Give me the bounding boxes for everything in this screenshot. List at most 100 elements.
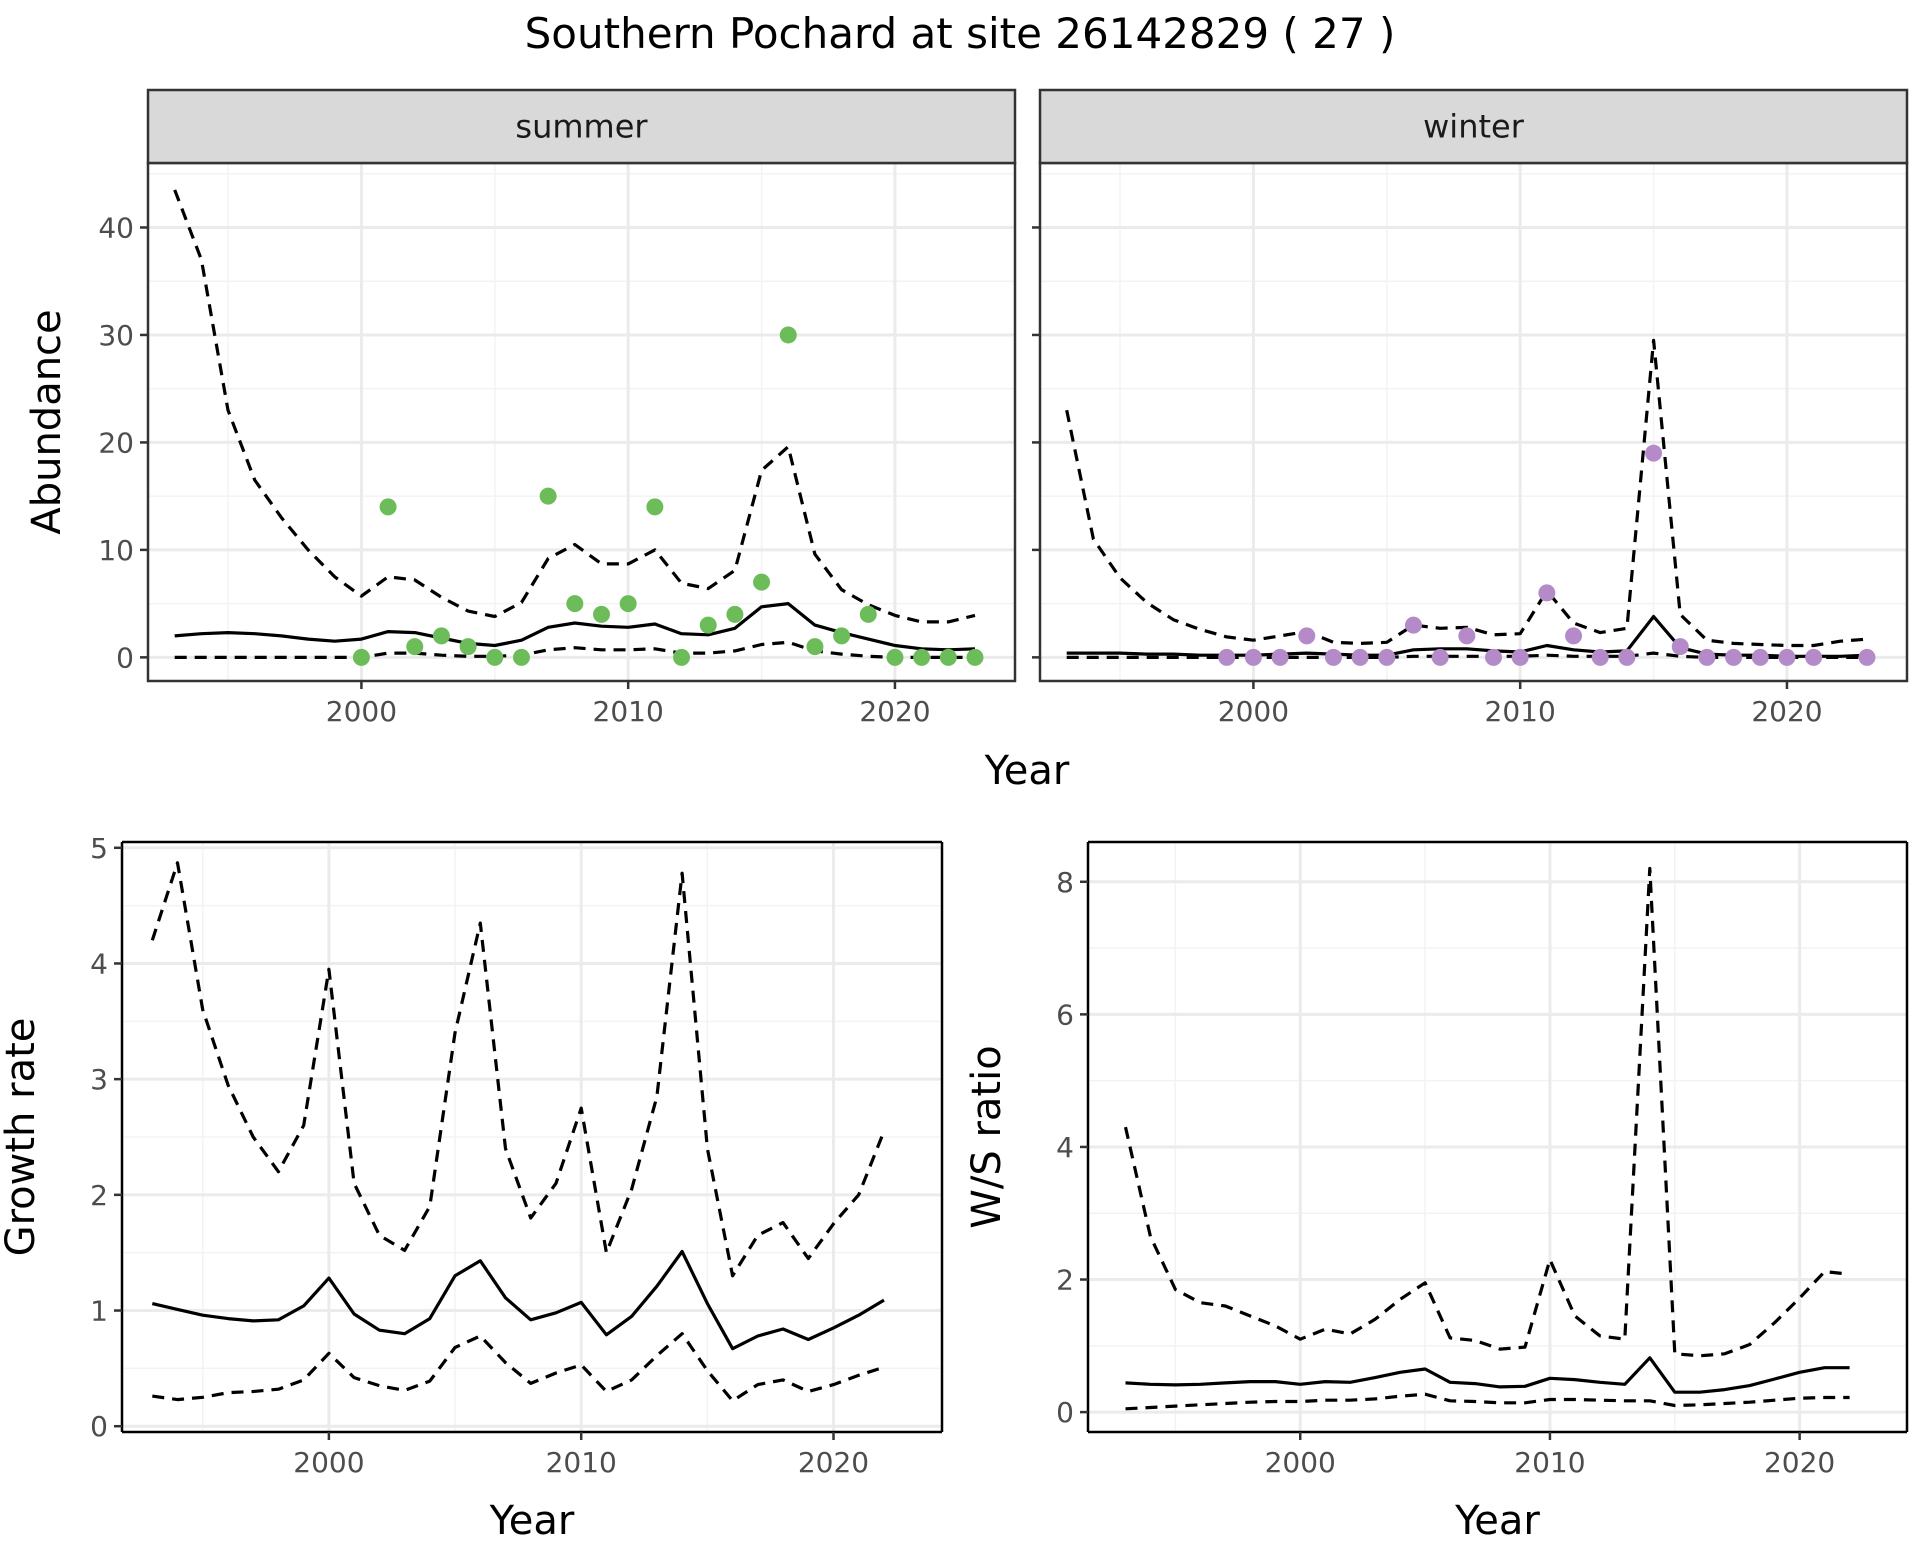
mean-line <box>151 1249 885 1351</box>
data-point <box>1511 648 1529 666</box>
data-point <box>1538 584 1556 602</box>
data-point <box>1565 627 1583 645</box>
data-point <box>619 595 637 613</box>
data-point <box>1698 648 1716 666</box>
y-tick-label: 0 <box>1056 1396 1074 1429</box>
data-point <box>1778 648 1796 666</box>
data-points <box>352 326 984 666</box>
y-axis-title: W/S ratio <box>964 1045 1010 1228</box>
facet-strip-label: summer <box>515 108 648 146</box>
x-axis-ticks: 2000 2010 2020 <box>326 681 931 728</box>
upper-ci-line <box>173 189 976 624</box>
panel-abundance-winter: winter 2000 2010 2020 <box>1032 88 1909 728</box>
x-axis-title: Year <box>1454 1498 1540 1544</box>
y-tick-label: 20 <box>98 426 134 459</box>
data-point <box>699 616 717 634</box>
data-point <box>1378 648 1396 666</box>
x-tick-label: 2020 <box>1751 695 1822 728</box>
data-point <box>1591 648 1609 666</box>
x-axis-title: Year <box>489 1498 575 1544</box>
data-point <box>1271 648 1289 666</box>
data-point <box>1858 648 1876 666</box>
data-point <box>726 605 744 623</box>
data-point <box>352 648 370 666</box>
major-gridlines <box>1088 842 1907 1432</box>
data-point <box>1351 648 1369 666</box>
y-tick-label: 0 <box>116 641 134 674</box>
facet-strip-label: winter <box>1423 108 1525 146</box>
mean-line <box>1125 1356 1850 1394</box>
y-axis-ticks: 0 10 20 30 40 <box>98 211 148 674</box>
y-tick-label: 8 <box>1056 866 1074 899</box>
data-point <box>1458 627 1476 645</box>
y-tick-label: 4 <box>90 947 108 980</box>
major-gridlines <box>122 842 942 1432</box>
data-point <box>539 487 557 505</box>
x-tick-label: 2010 <box>593 695 664 728</box>
upper-ci-line <box>150 861 886 1278</box>
x-tick-label: 2000 <box>1218 695 1289 728</box>
minor-gridlines <box>1088 842 1907 1432</box>
x-axis-ticks: 2000 2010 2020 <box>1218 681 1823 728</box>
lower-ci-line <box>1125 1392 1850 1411</box>
x-tick-label: 2020 <box>798 1446 869 1479</box>
y-axis-ticks: 0 1 2 3 4 5 <box>90 832 122 1443</box>
x-tick-label: 2010 <box>1514 1446 1585 1479</box>
data-point <box>1725 648 1743 666</box>
x-tick-label: 2010 <box>546 1446 617 1479</box>
data-point <box>459 638 477 656</box>
y-tick-label: 0 <box>90 1410 108 1443</box>
y-axis-ticks: 0 2 4 6 8 <box>1056 866 1088 1429</box>
lower-ci-line <box>152 1332 885 1403</box>
data-points <box>1218 444 1876 666</box>
data-point <box>406 638 424 656</box>
facet-strip <box>1038 88 1909 165</box>
data-point <box>486 648 504 666</box>
data-point <box>859 605 877 623</box>
data-point <box>1244 648 1262 666</box>
x-tick-label: 2020 <box>1764 1446 1835 1479</box>
data-point <box>1671 638 1689 656</box>
data-point <box>379 498 397 516</box>
y-axis-ticks <box>1032 226 1040 659</box>
y-tick-label: 3 <box>90 1063 108 1096</box>
x-tick-label: 2020 <box>859 695 930 728</box>
upper-ci-line <box>1123 866 1850 1358</box>
y-tick-label: 40 <box>98 211 134 244</box>
data-point <box>1618 648 1636 666</box>
y-axis-title: Abundance <box>24 309 70 534</box>
x-axis-ticks: 2000 2010 2020 <box>1265 1432 1835 1479</box>
data-point <box>779 326 797 344</box>
data-point <box>886 648 904 666</box>
panel-background <box>148 163 1015 681</box>
panel-background <box>1040 163 1907 681</box>
x-tick-label: 2000 <box>293 1446 364 1479</box>
data-point <box>1485 648 1503 666</box>
data-point <box>1751 648 1769 666</box>
data-point <box>673 648 691 666</box>
data-point <box>806 638 824 656</box>
data-point <box>1431 648 1449 666</box>
y-tick-label: 5 <box>90 832 108 865</box>
data-point <box>1645 444 1663 462</box>
y-tick-label: 2 <box>90 1179 108 1212</box>
data-point <box>966 648 984 666</box>
data-point <box>1404 616 1422 634</box>
data-point <box>1805 648 1823 666</box>
data-point <box>512 648 530 666</box>
data-point <box>646 498 664 516</box>
major-gridlines <box>148 163 1015 681</box>
y-tick-label: 10 <box>98 534 134 567</box>
y-tick-label: 4 <box>1056 1131 1074 1164</box>
data-point <box>1298 627 1316 645</box>
x-tick-label: 2000 <box>1265 1446 1336 1479</box>
panel-abundance-summer: summer 2000 2010 2020 0 10 20 30 40 Abundance <box>24 88 1017 728</box>
y-axis-title: Growth rate <box>0 1018 44 1257</box>
x-tick-label: 2000 <box>326 695 397 728</box>
y-tick-label: 6 <box>1056 998 1074 1031</box>
panel-background <box>1088 842 1907 1432</box>
y-tick-label: 30 <box>98 319 134 352</box>
panel-growth-rate: 2000 2010 2020 0 1 2 3 4 5 Growth rate Year <box>0 832 944 1544</box>
panel-ws-ratio: 2000 2010 2020 0 2 4 6 8 W/S ratio Year <box>964 840 1909 1544</box>
